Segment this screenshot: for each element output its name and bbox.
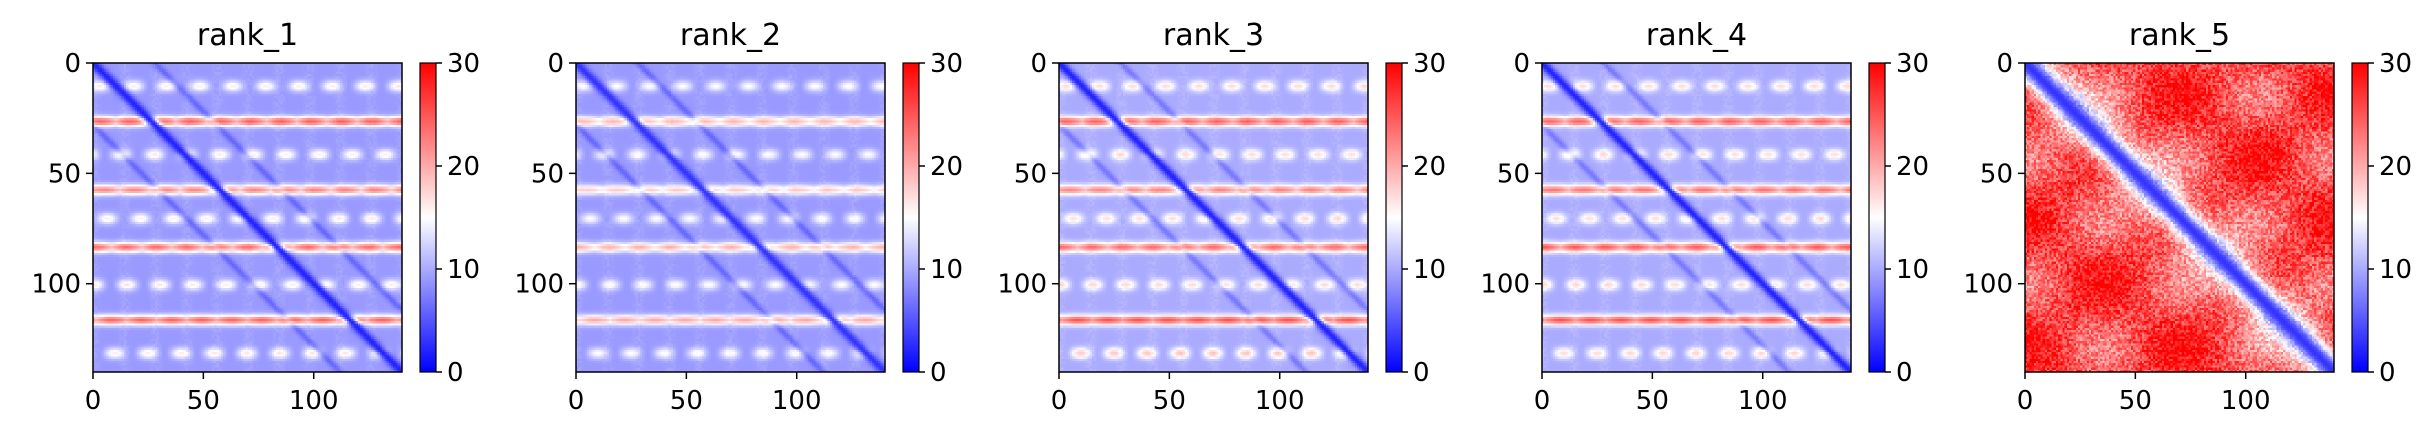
panel-rank_2: rank_2 0 50 100 0 50 100 0 10 20 30 <box>514 18 963 416</box>
x-tick-label: 100 <box>2221 386 2271 416</box>
x-tick-label: 50 <box>1153 386 1186 416</box>
y-tick-label: 50 <box>531 159 564 189</box>
colorbar <box>2352 63 2368 372</box>
heatmap-image <box>93 63 402 372</box>
heatmap-image <box>1542 63 1851 372</box>
x-tick-label: 100 <box>1738 386 1788 416</box>
colorbar-tick-label: 10 <box>447 255 480 285</box>
colorbar-tick-label: 10 <box>1896 255 1929 285</box>
heatmap-image <box>2025 63 2334 372</box>
colorbar-tick-label: 30 <box>447 49 480 79</box>
colorbar-tick-label: 0 <box>447 358 464 388</box>
y-tick-label: 100 <box>1480 270 1530 300</box>
colorbar-tick-label: 0 <box>930 358 947 388</box>
y-tick-label: 0 <box>1513 49 1530 79</box>
x-tick-label: 100 <box>289 386 339 416</box>
panel-rank_4: rank_4 0 50 100 0 50 100 0 10 20 30 <box>1480 18 1929 416</box>
x-tick-label: 50 <box>187 386 220 416</box>
colorbar-tick-label: 30 <box>2379 49 2412 79</box>
x-tick-label: 100 <box>772 386 822 416</box>
y-tick-label: 50 <box>48 159 81 189</box>
y-tick-label: 0 <box>1996 49 2013 79</box>
colorbar-tick-label: 0 <box>1413 358 1430 388</box>
colorbar <box>1869 63 1885 372</box>
x-tick-label: 50 <box>2119 386 2152 416</box>
panel-rank_1: rank_1 0 50 100 0 50 100 0 10 20 30 <box>31 18 480 416</box>
panel-title: rank_1 <box>197 18 298 53</box>
panel-title: rank_2 <box>680 18 781 53</box>
colorbar-tick-label: 10 <box>930 255 963 285</box>
panel-title: rank_4 <box>1646 18 1747 53</box>
x-tick-label: 0 <box>568 386 585 416</box>
y-tick-label: 50 <box>1014 159 1047 189</box>
x-tick-label: 0 <box>1051 386 1068 416</box>
y-tick-label: 100 <box>1963 270 2013 300</box>
colorbar-tick-label: 30 <box>930 49 963 79</box>
panel-rank_3: rank_3 0 50 100 0 50 100 0 10 20 30 <box>997 18 1446 416</box>
colorbar-tick-label: 20 <box>1896 152 1929 182</box>
heatmap-image <box>1059 63 1368 372</box>
y-tick-label: 0 <box>1030 49 1047 79</box>
y-tick-label: 50 <box>1980 159 2013 189</box>
y-tick-label: 0 <box>64 49 81 79</box>
panel-title: rank_3 <box>1163 18 1264 53</box>
colorbar <box>903 63 919 372</box>
y-tick-label: 100 <box>997 270 1047 300</box>
panel-title: rank_5 <box>2129 18 2230 53</box>
colorbar-tick-label: 20 <box>447 152 480 182</box>
x-tick-label: 100 <box>1255 386 1305 416</box>
colorbar <box>1386 63 1402 372</box>
y-tick-label: 0 <box>547 49 564 79</box>
x-tick-label: 0 <box>85 386 102 416</box>
colorbar-tick-label: 20 <box>930 152 963 182</box>
y-tick-label: 100 <box>514 270 564 300</box>
colorbar-tick-label: 0 <box>1896 358 1913 388</box>
x-tick-label: 50 <box>1636 386 1669 416</box>
heatmap-image <box>576 63 885 372</box>
colorbar <box>420 63 436 372</box>
y-tick-label: 100 <box>31 270 81 300</box>
y-tick-label: 50 <box>1497 159 1530 189</box>
colorbar-tick-label: 10 <box>1413 255 1446 285</box>
colorbar-tick-label: 30 <box>1413 49 1446 79</box>
colorbar-tick-label: 20 <box>1413 152 1446 182</box>
x-tick-label: 0 <box>2017 386 2034 416</box>
panel-rank_5: rank_5 0 50 100 0 50 100 0 10 20 30 <box>1963 18 2412 416</box>
colorbar-tick-label: 10 <box>2379 255 2412 285</box>
colorbar-tick-label: 30 <box>1896 49 1929 79</box>
colorbar-tick-label: 20 <box>2379 152 2412 182</box>
x-tick-label: 50 <box>670 386 703 416</box>
colorbar-tick-label: 0 <box>2379 358 2396 388</box>
x-tick-label: 0 <box>1534 386 1551 416</box>
